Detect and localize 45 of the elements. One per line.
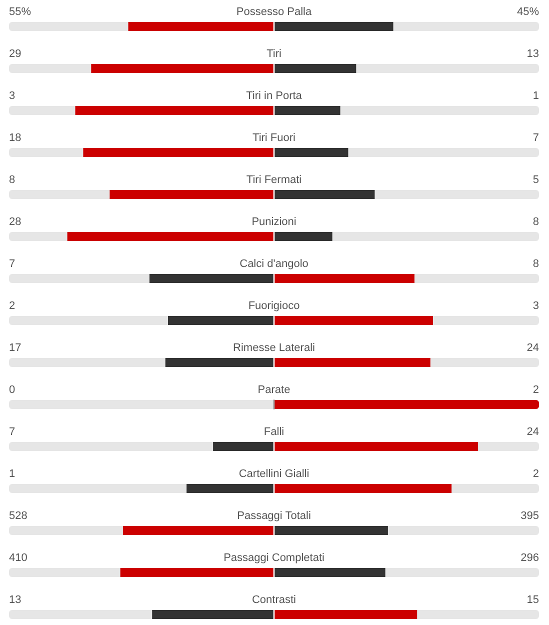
text: 0 <box>9 384 16 396</box>
text: 1 <box>9 468 16 480</box>
y-tick-label: Cartellini Gialli <box>238 468 310 480</box>
text: 8 <box>9 174 16 186</box>
text: 2 <box>9 300 16 312</box>
annotation: 8 <box>532 258 539 270</box>
text: 410 <box>9 552 28 564</box>
text: 7 <box>9 426 16 438</box>
y-tick-label: Parate <box>258 384 290 396</box>
annotation: 13 <box>526 48 539 60</box>
text: 55% <box>9 6 32 18</box>
y-tick-label: Passaggi Completati <box>224 552 324 564</box>
annotation: 395 <box>520 510 539 522</box>
text: 528 <box>9 510 28 522</box>
y-tick-label: Tiri in Porta <box>246 90 303 102</box>
annotation: 3 <box>532 300 539 312</box>
annotation: 24 <box>526 342 539 354</box>
y-tick-label: Passaggi Totali <box>237 510 311 522</box>
annotation: 15 <box>526 594 539 606</box>
annotation: 8 <box>532 216 539 228</box>
text: 18 <box>9 132 22 144</box>
annotation: 45% <box>516 6 540 18</box>
text: 29 <box>9 48 22 60</box>
text: 17 <box>9 342 22 354</box>
y-tick-label: Tiri Fermati <box>246 174 302 186</box>
text: 13 <box>9 594 22 606</box>
y-tick-label: Contrasti <box>252 594 296 606</box>
annotation: 1 <box>532 90 539 102</box>
y-tick-label: Calci d'angolo <box>240 258 308 270</box>
y-tick-label: Punizioni <box>252 216 296 228</box>
y-tick-label: Rimesse Laterali <box>233 342 315 354</box>
text: 7 <box>9 258 16 270</box>
annotation: 5 <box>532 174 539 186</box>
annotation: 296 <box>520 552 539 564</box>
y-tick-label: Tiri Fuori <box>252 132 296 144</box>
annotation: 2 <box>532 384 539 396</box>
y-tick-label: Possesso Palla <box>236 6 312 18</box>
annotation: 24 <box>526 426 539 438</box>
annotation: 2 <box>532 468 539 480</box>
y-tick-label: Tiri <box>266 48 282 60</box>
text: 3 <box>9 90 16 102</box>
y-tick-label: Fuorigioco <box>248 300 300 312</box>
annotation: 7 <box>532 132 539 144</box>
text: 28 <box>9 216 22 228</box>
y-tick-label: Falli <box>264 426 284 438</box>
